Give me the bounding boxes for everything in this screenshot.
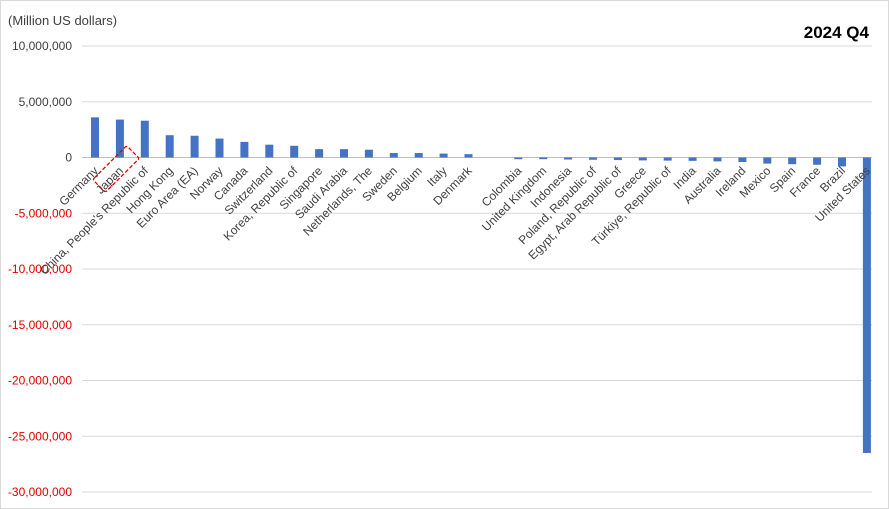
bar [589, 157, 597, 160]
bar [788, 157, 797, 165]
bar [638, 157, 647, 161]
y-tick-label: -10,000,000 [8, 262, 72, 276]
bar [514, 157, 523, 160]
bar [190, 135, 199, 158]
bar [389, 153, 398, 158]
y-tick-label: 10,000,000 [12, 39, 72, 53]
y-axis-ticks: 10,000,000 5,000,000 0 -5,000,000 -10,000,00… [8, 39, 72, 499]
bar [663, 157, 672, 161]
y-tick-label: -20,000,000 [8, 374, 72, 388]
highlight-layer [92, 145, 140, 193]
bar [564, 157, 573, 160]
bar [838, 157, 846, 167]
bar [140, 120, 149, 158]
y-tick-label: 5,000,000 [19, 95, 73, 109]
gridlines [82, 45, 872, 493]
bar [115, 119, 124, 158]
bar [539, 157, 548, 160]
bar [813, 157, 822, 165]
y-tick-label: -15,000,000 [8, 318, 72, 332]
bar [265, 144, 274, 158]
bar [215, 138, 224, 158]
bar [165, 135, 174, 158]
bar [763, 157, 772, 164]
y-tick-label: -30,000,000 [8, 485, 72, 499]
bar [464, 154, 473, 158]
bar [738, 157, 747, 162]
y-tick-label: -5,000,000 [15, 206, 73, 220]
unit-label: (Million US dollars) [8, 13, 118, 28]
bar [340, 149, 348, 158]
bar [364, 149, 373, 158]
bar [713, 157, 722, 162]
bar [862, 157, 871, 453]
bars [91, 117, 871, 453]
highlight-box [92, 145, 140, 193]
bar [688, 157, 697, 161]
y-tick-label: -25,000,000 [8, 429, 72, 443]
bar [290, 145, 299, 158]
bar [315, 149, 324, 158]
bar [414, 153, 423, 158]
chart-title: 2024 Q4 [803, 23, 869, 42]
bar [613, 157, 622, 161]
bar [240, 141, 249, 158]
bar [91, 117, 99, 158]
bar [439, 153, 448, 158]
y-tick-label: 0 [65, 151, 72, 165]
